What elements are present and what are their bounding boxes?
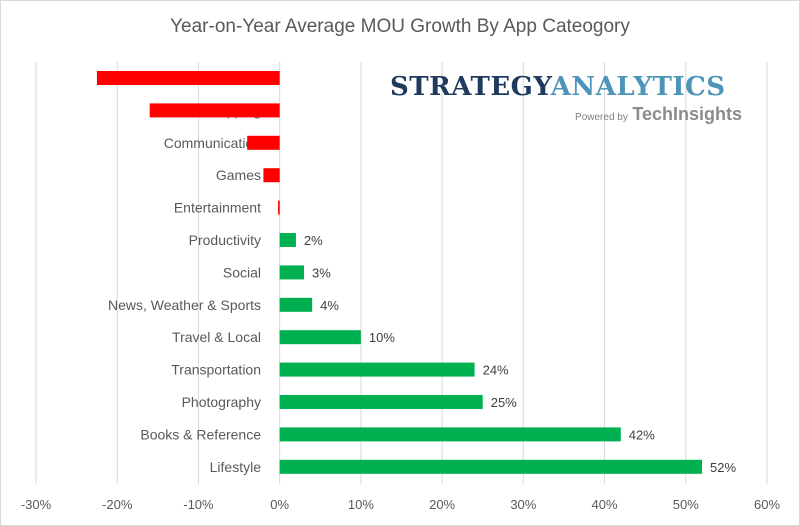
x-tick-label: -30% [21,497,52,512]
x-tick-label: 30% [510,497,536,512]
x-tick-label: 10% [348,497,374,512]
x-tick-label: 0% [270,497,289,512]
bar [279,395,483,409]
logo-word-strategy: STRATEGY [390,72,551,102]
bar [279,459,703,474]
bar [96,71,280,85]
category-label: Games [216,167,261,183]
category-label: Photography [182,394,261,410]
x-tick-label: 40% [592,497,618,512]
strategy-analytics-logo: STRATEGYANALYTICS Powered by TechInsight… [390,72,750,125]
logo-wordmark: STRATEGYANALYTICS [390,72,750,102]
logo-powered-by: Powered by TechInsights [390,104,750,125]
data-label: 3% [312,265,331,280]
x-tick-label: 20% [429,497,455,512]
powered-by-text: Powered by [575,112,628,123]
category-label: News, Weather & Sports [108,297,261,313]
category-label: Books & Reference [140,426,261,442]
data-label: 2% [304,233,323,248]
category-label: Social [223,264,261,280]
category-label: Communication [164,135,261,151]
x-tick-label: -20% [102,497,133,512]
bar [279,330,361,345]
bar [263,168,280,183]
data-label: 24% [483,363,509,378]
x-tick-label: 60% [754,497,780,512]
data-label: 52% [710,460,736,475]
logo-word-analytics: ANALYTICS [550,72,726,102]
chart-title: Year-on-Year Average MOU Growth By App C… [170,16,630,37]
x-tick-label: 50% [673,497,699,512]
bar [279,265,305,280]
data-label: 4% [320,298,339,313]
category-label: Entertainment [174,200,261,216]
category-label: Transportation [171,362,261,378]
bar [279,362,475,377]
x-tick-label: -10% [183,497,214,512]
category-label: Lifestyle [210,459,262,475]
data-label: 10% [369,330,395,345]
bar [279,233,296,247]
bar [279,427,621,442]
bar [278,200,280,215]
data-label: 42% [629,427,655,442]
bar [279,297,313,312]
techinsights-brand: TechInsights [632,104,742,124]
bar [247,135,280,150]
category-label: Productivity [189,232,261,248]
bar [149,103,280,118]
data-label: 25% [491,395,517,410]
category-label: Travel & Local [172,329,261,345]
